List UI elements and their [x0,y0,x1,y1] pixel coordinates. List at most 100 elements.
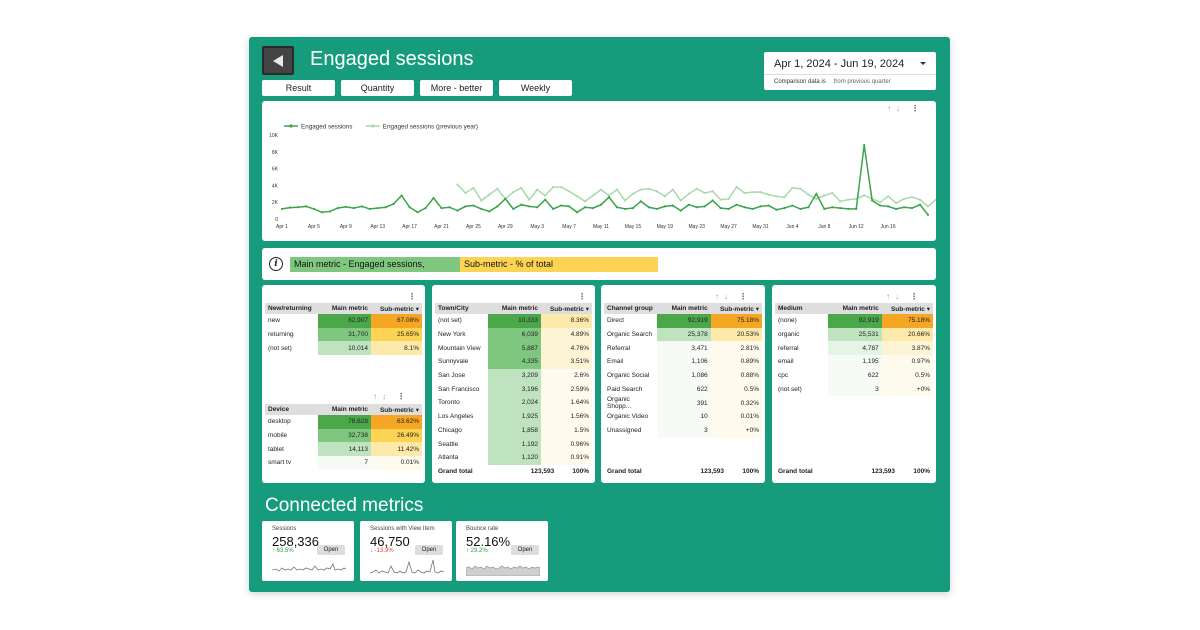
table-row[interactable]: referral 4,787 3.87% [775,341,933,356]
column-header[interactable]: Town/City [435,303,488,314]
table-row[interactable]: smart tv 7 0.01% [265,456,422,470]
table-row[interactable]: Paid Search 622 0.5% [604,382,762,397]
data-point [536,206,539,209]
table-row[interactable]: San Jose 3,209 2.6% [435,368,592,383]
column-header[interactable]: Main metric [657,303,711,314]
main-metric-cell: 1,106 [657,355,711,369]
column-header[interactable]: Sub-metric ▾ [710,303,762,314]
table-row[interactable]: New York 6,039 4.89% [435,327,592,342]
table-row[interactable]: email 1,195 0.97% [775,355,933,369]
more-menu-icon[interactable]: ⋮ [911,104,919,113]
table-row[interactable]: (none) 92,919 75.18% [775,314,933,328]
column-header[interactable]: Medium [775,303,829,314]
data-point [823,194,826,197]
table-row[interactable]: Referral 3,471 2.81% [604,341,762,356]
table-row[interactable]: Organic Social 1,086 0.88% [604,368,762,383]
panel-medium: ↑ ↓ ⋮ Medium Main metric Sub-metric ▾ (none… [772,285,936,483]
table-row[interactable]: returning 31,700 25.65% [265,327,422,342]
table-row[interactable]: tablet 14,113 11.42% [265,442,422,457]
main-metric-cell: 3 [828,382,882,397]
series-line-engaged-sessions [281,144,929,216]
table-row[interactable]: Toronto 2,024 1.64% [435,396,592,410]
table-row[interactable]: Sunnyvale 4,335 3.51% [435,355,592,369]
sort-down-icon[interactable]: ↓ [724,292,728,301]
open-button[interactable]: Open [415,545,443,555]
column-header[interactable]: Sub-metric ▾ [541,303,592,314]
sort-up-icon[interactable]: ↑ [887,104,891,113]
data-point [655,190,658,193]
more-menu-icon[interactable]: ⋮ [408,292,416,301]
metric-card-sessions: Sessions 258,336 ↑ 63.5% Open [262,521,354,581]
table-row[interactable]: Organic Video 10 0.01% [604,410,762,424]
more-menu-icon[interactable]: ⋮ [397,392,405,401]
filter-quantity-button[interactable]: Quantity [341,80,414,96]
table-row[interactable]: Los Angeles 1,925 1.56% [435,409,592,424]
sub-metric-legend: Sub-metric - % of total [460,257,658,272]
table-row[interactable]: cpc 622 0.5% [775,368,933,383]
table-row[interactable]: organic 25,531 20.66% [775,327,933,342]
row-label: San Francisco [438,385,480,393]
filter-weekly-button[interactable]: Weekly [499,80,572,96]
table-row[interactable]: desktop 78,628 63.62% [265,415,422,429]
sort-down-icon[interactable]: ↓ [895,292,899,301]
table-row[interactable]: Mountain View 5,887 4.76% [435,341,592,356]
table-row[interactable]: mobile 32,738 26.49% [265,428,422,443]
sub-metric-cell: 0.01% [371,456,422,470]
table-row[interactable]: San Francisco 3,196 2.59% [435,382,592,397]
table-row[interactable]: Email 1,106 0.89% [604,355,762,369]
table-row[interactable]: Atlanta 1,120 0.91% [435,450,592,465]
data-point [583,206,587,209]
column-header[interactable]: Main metric [318,404,371,415]
data-point [280,207,284,211]
sort-up-icon[interactable]: ↑ [373,392,377,401]
x-tick-label: Apr 13 [370,224,385,230]
more-menu-icon[interactable]: ⋮ [578,292,586,301]
column-header[interactable]: Channel group [604,303,658,314]
data-point [552,185,555,189]
column-header[interactable]: Sub-metric ▾ [371,404,422,415]
x-tick-label: May 23 [689,224,706,230]
table-row[interactable]: new 82,907 67.08% [265,314,422,328]
filter-more-better-button[interactable]: More - better [420,80,493,96]
info-icon[interactable]: i [269,257,283,271]
x-tick-label: May 15 [625,224,642,230]
sort-up-icon[interactable]: ↑ [886,292,890,301]
sort-up-icon[interactable]: ↑ [715,292,719,301]
column-header[interactable]: Main metric [318,303,371,314]
table-row[interactable]: (not set) 10,014 8.1% [265,341,422,356]
open-button[interactable]: Open [317,545,345,555]
table-row[interactable]: Direct 92,919 75.18% [604,314,762,328]
sub-metric-cell: 0.32% [710,396,762,411]
table-row[interactable]: Chicago 1,858 1.5% [435,423,592,438]
column-header[interactable]: Main metric [488,303,541,314]
card-label: Sessions [272,526,297,532]
column-header[interactable]: Sub-metric ▾ [881,303,933,314]
column-header[interactable]: New/returning [265,303,318,314]
data-point [647,187,650,190]
sub-metric-cell: +0% [881,382,933,397]
column-header[interactable]: Sub-metric ▾ [371,303,422,314]
more-menu-icon[interactable]: ⋮ [910,292,918,301]
filter-result-button[interactable]: Result [262,80,335,96]
table-row[interactable]: Seattle 1,192 0.96% [435,437,592,451]
data-point [799,187,802,190]
sort-down-icon[interactable]: ↓ [382,392,386,401]
table-row[interactable]: (not set) 10,333 8.36% [435,314,592,328]
column-header[interactable]: Main metric [828,303,882,314]
date-range-dropdown[interactable]: Apr 1, 2024 - Jun 19, 2024 [764,52,936,75]
table-row[interactable]: (not set) 3 +0% [775,382,933,397]
table-row[interactable]: Organic Shopp... 391 0.32% [604,396,762,411]
table-row[interactable]: Organic Search 25,378 20.53% [604,327,762,342]
more-menu-icon[interactable]: ⋮ [739,292,747,301]
data-point [512,207,515,211]
table-row[interactable]: Unassigned 3 +0% [604,423,762,438]
main-metric-cell: 1,195 [828,355,882,369]
open-button[interactable]: Open [511,545,539,555]
sort-down-icon[interactable]: ↓ [896,104,900,113]
back-button[interactable] [262,46,294,75]
page-title: Engaged sessions [310,48,474,70]
column-header[interactable]: Device [265,404,318,415]
table-header-row: Town/City Main metric Sub-metric ▾ [435,303,592,314]
metric-card-sessions-view-item: Sessions with View Item 46,750 ↓ -13.9% … [360,521,452,581]
sub-metric-cell: 8.1% [371,341,422,356]
